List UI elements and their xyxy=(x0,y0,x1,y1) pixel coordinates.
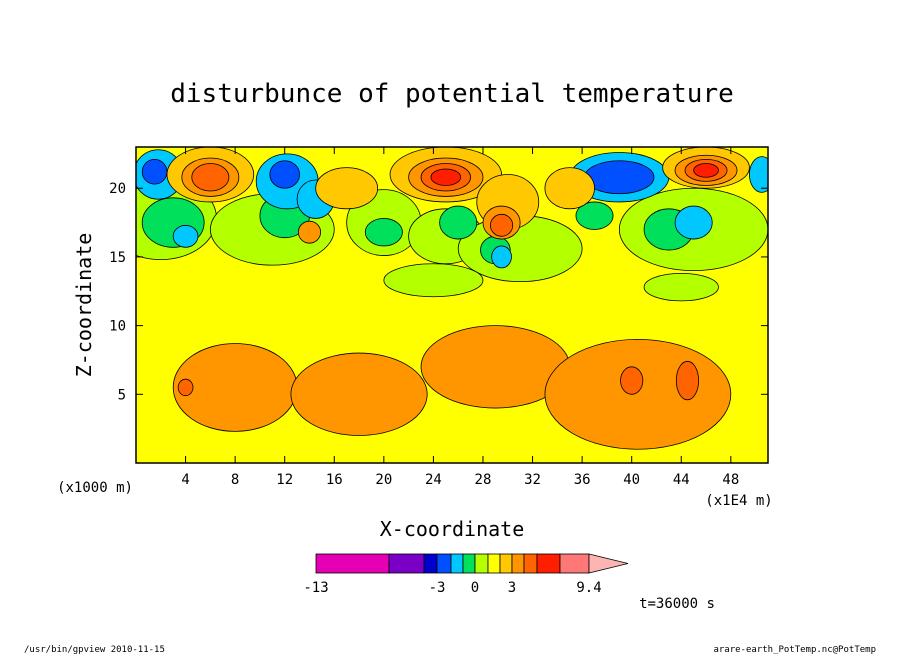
contour-region xyxy=(575,201,614,230)
contour-region xyxy=(269,160,300,189)
contour-region xyxy=(364,218,403,247)
x-tick-label: 12 xyxy=(276,472,293,488)
contour-region xyxy=(675,360,700,401)
contour-region xyxy=(544,338,732,450)
contour-region xyxy=(490,213,514,237)
footer-right: arare-earth_PotTemp.nc@PotTemp xyxy=(713,645,876,654)
contour-region xyxy=(177,378,194,397)
chart-title: disturbunce of potential temperature xyxy=(170,79,734,109)
contour-region xyxy=(297,220,322,244)
contour-region xyxy=(383,263,484,298)
x-tick-label: 28 xyxy=(475,472,492,488)
colorbar-swatch xyxy=(450,553,464,574)
colorbar-swatch xyxy=(388,553,425,574)
colorbar-label: 9.4 xyxy=(576,580,601,596)
contour-region xyxy=(191,163,230,192)
contour-region xyxy=(643,272,719,302)
x-tick-label: 8 xyxy=(231,472,239,488)
x-tick-label: 16 xyxy=(326,472,343,488)
footer-left: /usr/bin/gpview 2010-11-15 xyxy=(24,645,165,654)
colorbar-label: 3 xyxy=(508,580,516,596)
colorbar-swatch xyxy=(523,553,538,574)
x-tick-label: 32 xyxy=(524,472,541,488)
plot-frame xyxy=(135,146,769,464)
contour-region xyxy=(439,205,478,240)
contour-region xyxy=(620,366,644,395)
x-tick-label: 36 xyxy=(574,472,591,488)
x-unit-left: (x1000 m) xyxy=(57,480,133,496)
colorbar-label: 0 xyxy=(471,580,479,596)
colorbar-swatch xyxy=(436,553,452,574)
x-axis-label: X-coordinate xyxy=(380,517,525,541)
x-unit-right: (x1E4 m) xyxy=(705,493,772,509)
colorbar-swatch xyxy=(423,553,438,574)
x-axis-ticks: 4 8 12 16 20 24 28 32 36 40 44 48 xyxy=(181,147,739,488)
colorbar-arrow xyxy=(588,553,629,574)
y-tick-label: 5 xyxy=(118,387,126,403)
y-tick-label: 10 xyxy=(109,319,126,335)
x-tick-label: 24 xyxy=(425,472,442,488)
colorbar-swatch xyxy=(474,553,489,574)
y-axis-ticks: 5 10 15 20 xyxy=(109,181,768,403)
contour-region xyxy=(430,168,462,186)
contour-region xyxy=(172,224,199,248)
colorbar-label: -3 xyxy=(429,580,446,596)
contour-region xyxy=(749,156,768,193)
contour-region xyxy=(290,352,428,436)
contour-region xyxy=(315,167,379,210)
colorbar-swatch xyxy=(536,553,561,574)
colorbar-swatch xyxy=(487,553,501,574)
x-tick-label: 48 xyxy=(722,472,739,488)
contour-region xyxy=(584,160,655,195)
contour-fields xyxy=(136,147,768,450)
x-tick-label: 4 xyxy=(181,472,189,488)
contour-region xyxy=(693,163,719,178)
time-annotation: t=36000 s xyxy=(639,596,715,612)
y-tick-label: 20 xyxy=(109,181,126,197)
contour-region xyxy=(141,158,168,185)
colorbar: -13 -3 0 3 9.4 xyxy=(303,553,629,596)
contour-region xyxy=(491,245,512,269)
colorbar-swatch xyxy=(499,553,513,574)
contour-region xyxy=(544,167,595,210)
colorbar-swatch xyxy=(511,553,525,574)
x-tick-label: 44 xyxy=(673,472,690,488)
contour-region xyxy=(674,205,713,240)
colorbar-label: -13 xyxy=(303,580,328,596)
x-tick-label: 20 xyxy=(375,472,392,488)
colorbar-swatch xyxy=(559,553,590,574)
y-axis-label: Z-coordinate xyxy=(72,233,96,378)
colorbar-swatch xyxy=(462,553,476,574)
y-tick-label: 15 xyxy=(109,250,126,266)
x-tick-label: 40 xyxy=(623,472,640,488)
colorbar-swatch xyxy=(315,553,390,574)
